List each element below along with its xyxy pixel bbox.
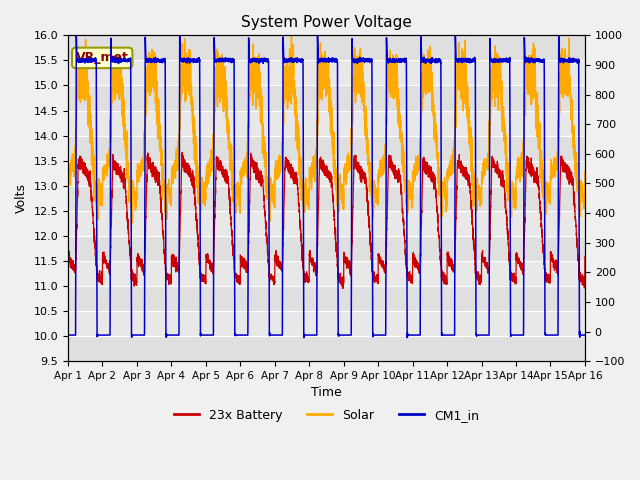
Bar: [68, 135, 585, 161]
Bar: [68, 336, 585, 361]
X-axis label: Time: Time: [311, 386, 342, 399]
Y-axis label: Volts: Volts: [15, 183, 28, 213]
Title: System Power Voltage: System Power Voltage: [241, 15, 412, 30]
Bar: [68, 85, 585, 110]
Text: VR_met: VR_met: [76, 51, 129, 64]
Bar: [68, 186, 585, 211]
Bar: [68, 286, 585, 311]
Bar: [68, 236, 585, 261]
Legend: 23x Battery, Solar, CM1_in: 23x Battery, Solar, CM1_in: [169, 404, 484, 427]
Bar: [68, 36, 585, 60]
